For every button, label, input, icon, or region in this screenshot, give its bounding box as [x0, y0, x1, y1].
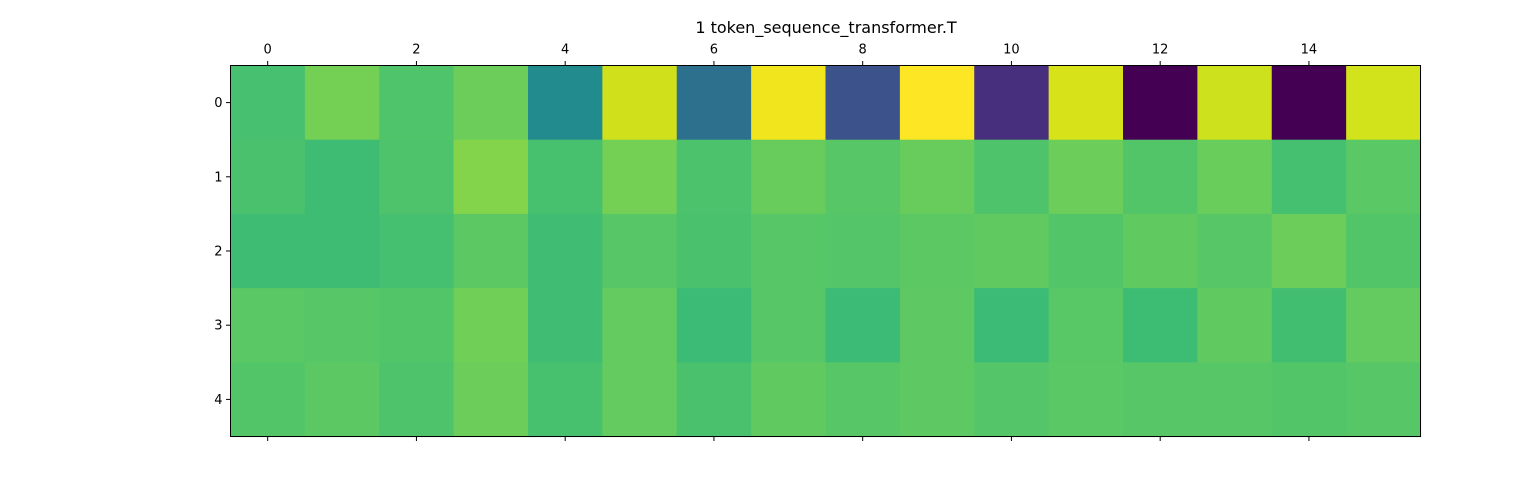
- heatmap-cell: [825, 362, 901, 438]
- x-tick-label: 8: [859, 43, 867, 58]
- heatmap-cell: [304, 65, 380, 141]
- heatmap-cell: [230, 288, 306, 363]
- heatmap-cell: [1123, 65, 1198, 141]
- y-axis-ticks: 0 1 2 3 4: [214, 96, 231, 408]
- heatmap-cell: [453, 213, 529, 289]
- heatmap-cell: [230, 362, 306, 438]
- heatmap-cell: [379, 139, 455, 215]
- heatmap-cell: [230, 65, 306, 141]
- heatmap-cell: [974, 362, 1050, 438]
- heatmap-cell: [1197, 213, 1273, 289]
- heatmap-cell: [453, 139, 529, 215]
- heatmap-cell: [304, 139, 380, 215]
- y-tick-label: 0: [214, 96, 222, 111]
- heatmap-cell: [379, 288, 455, 363]
- heatmap-cell: [230, 139, 306, 215]
- heatmap-cell: [825, 65, 901, 141]
- heatmap-cell: [1197, 362, 1273, 438]
- heatmap-cell: [899, 288, 975, 363]
- heatmap-cell: [1197, 288, 1273, 363]
- heatmap-cell: [1346, 288, 1422, 363]
- heatmap-cell: [676, 139, 752, 215]
- heatmap-cell: [602, 213, 678, 289]
- y-tick-label: 4: [214, 393, 222, 408]
- heatmap-cell: [1346, 65, 1422, 141]
- heatmap-cell: [379, 65, 455, 141]
- heatmap-cell: [1048, 65, 1124, 141]
- heatmap-cell: [974, 139, 1050, 215]
- x-tick-label: 10: [1003, 43, 1020, 58]
- heatmap-cell: [379, 213, 455, 289]
- heatmap-cell: [899, 213, 975, 289]
- heatmap-cell: [528, 288, 603, 363]
- heatmap-cell: [453, 362, 529, 438]
- x-tick-label: 12: [1152, 43, 1169, 58]
- heatmap-cell: [751, 362, 827, 438]
- heatmap-cell: [751, 65, 827, 141]
- heatmap-cell: [974, 288, 1050, 363]
- heatmap-cell: [1271, 65, 1347, 141]
- heatmap-cell: [974, 213, 1050, 289]
- heatmap-cell: [379, 362, 455, 438]
- heatmap-cell: [1123, 288, 1198, 363]
- heatmap-cell: [304, 288, 380, 363]
- heatmap-cell: [1271, 213, 1347, 289]
- heatmap-cell: [825, 139, 901, 215]
- x-axis-ticks: 0 2 4 6 8 10 12 14: [264, 43, 1318, 441]
- x-tick-label: 2: [412, 43, 420, 58]
- heatmap-cell: [751, 288, 827, 363]
- y-tick-label: 2: [214, 245, 222, 260]
- x-tick-label: 6: [710, 43, 718, 58]
- heatmap-cell: [304, 362, 380, 438]
- heatmap-cell: [676, 213, 752, 289]
- y-tick-label: 3: [214, 319, 222, 334]
- heatmap-cell: [1123, 139, 1198, 215]
- y-tick-label: 1: [214, 170, 222, 185]
- heatmap-cell: [1197, 65, 1273, 141]
- x-tick-label: 14: [1301, 43, 1318, 58]
- heatmap-cell: [1123, 362, 1198, 438]
- heatmap-cell: [453, 288, 529, 363]
- x-tick-label: 4: [561, 43, 569, 58]
- heatmap-cell: [899, 65, 975, 141]
- heatmap-cells: [230, 65, 1422, 438]
- heatmap-cell: [1346, 213, 1422, 289]
- heatmap-cell: [1048, 288, 1124, 363]
- heatmap-cell: [1346, 139, 1422, 215]
- heatmap-cell: [825, 288, 901, 363]
- heatmap-cell: [974, 65, 1050, 141]
- heatmap-cell: [1048, 213, 1124, 289]
- heatmap-cell: [676, 288, 752, 363]
- heatmap-cell: [602, 65, 678, 141]
- heatmap-cell: [453, 65, 529, 141]
- heatmap-cell: [1271, 139, 1347, 215]
- heatmap-cell: [899, 139, 975, 215]
- heatmap-cell: [1346, 362, 1422, 438]
- heatmap-cell: [1271, 288, 1347, 363]
- heatmap-cell: [1197, 139, 1273, 215]
- heatmap-cell: [1271, 362, 1347, 438]
- heatmap-cell: [899, 362, 975, 438]
- heatmap-cell: [1123, 213, 1198, 289]
- heatmap-cell: [676, 65, 752, 141]
- heatmap-cell: [676, 362, 752, 438]
- heatmap-cell: [304, 213, 380, 289]
- heatmap-cell: [528, 362, 603, 438]
- heatmap-cell: [602, 139, 678, 215]
- heatmap-cell: [528, 213, 603, 289]
- heatmap-cell: [602, 362, 678, 438]
- heatmap-cell: [751, 213, 827, 289]
- heatmap-cell: [1048, 362, 1124, 438]
- heatmap-cell: [528, 65, 603, 141]
- heatmap-cell: [825, 213, 901, 289]
- x-tick-label: 0: [264, 43, 272, 58]
- heatmap-cell: [1048, 139, 1124, 215]
- heatmap-cell: [602, 288, 678, 363]
- heatmap-cell: [751, 139, 827, 215]
- plot-frame: [230, 65, 1421, 437]
- chart-title: 1 token_sequence_transformer.T: [695, 18, 957, 38]
- heatmap-cell: [528, 139, 603, 215]
- heatmap-cell: [230, 213, 306, 289]
